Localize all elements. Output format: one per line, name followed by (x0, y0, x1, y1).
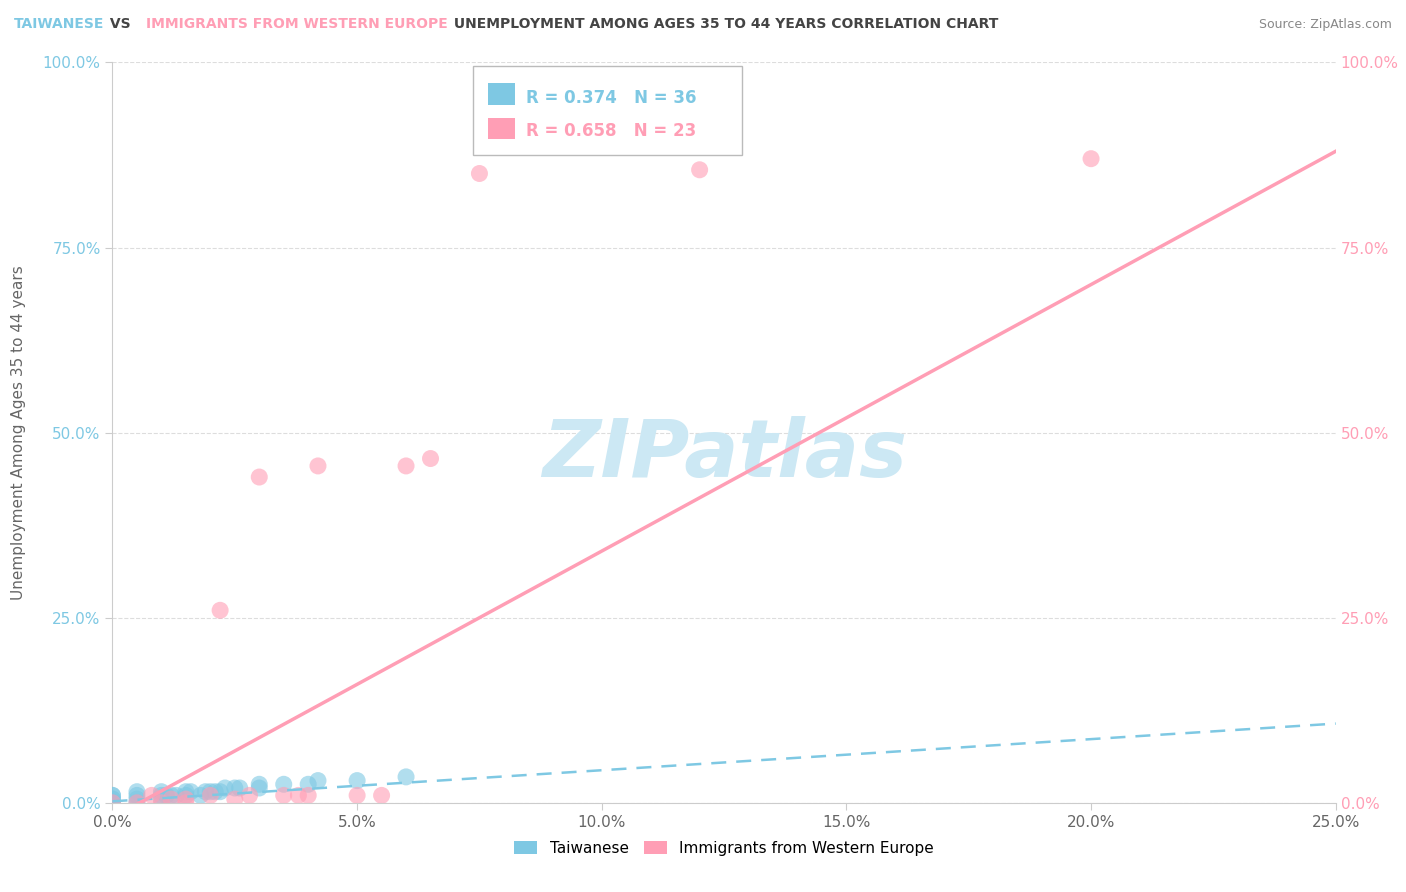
FancyBboxPatch shape (488, 84, 515, 104)
Text: TAIWANESE: TAIWANESE (14, 17, 104, 31)
Point (307, 773, 329, 788)
Point (101, 789, 124, 803)
Point (150, 789, 173, 803)
Point (150, 785, 173, 799)
Point (174, 789, 197, 803)
Point (247, 777, 270, 791)
Point (150, 796, 173, 810)
Point (101, 792, 124, 806)
Point (165, 789, 187, 803)
Point (160, 792, 183, 806)
Point (419, 451, 441, 466)
Point (297, 777, 319, 791)
Point (346, 789, 368, 803)
Point (190, 789, 212, 803)
Point (125, 785, 148, 799)
Text: R = 0.658   N = 23: R = 0.658 N = 23 (526, 121, 696, 139)
FancyBboxPatch shape (474, 66, 742, 155)
Point (468, 166, 491, 180)
Point (247, 780, 270, 795)
Point (194, 785, 217, 799)
Point (287, 789, 309, 803)
Point (689, 162, 711, 177)
Point (307, 458, 329, 473)
Point (101, 796, 124, 810)
Point (224, 792, 246, 806)
Point (180, 785, 202, 799)
Point (370, 789, 392, 803)
Point (346, 773, 368, 788)
Point (101, 792, 124, 806)
Text: VS: VS (105, 17, 135, 31)
Text: R = 0.374   N = 36: R = 0.374 N = 36 (526, 89, 696, 107)
Point (125, 789, 148, 803)
Point (395, 770, 418, 784)
Point (125, 792, 148, 806)
Point (101, 796, 124, 810)
Point (214, 780, 236, 795)
Point (224, 780, 246, 795)
Point (273, 777, 295, 791)
Point (228, 780, 250, 795)
Point (101, 796, 124, 810)
Text: UNEMPLOYMENT AMONG AGES 35 TO 44 YEARS CORRELATION CHART: UNEMPLOYMENT AMONG AGES 35 TO 44 YEARS C… (450, 17, 998, 31)
Point (125, 796, 148, 810)
Text: IMMIGRANTS FROM WESTERN EUROPE: IMMIGRANTS FROM WESTERN EUROPE (146, 17, 447, 31)
Point (101, 796, 124, 810)
Point (174, 796, 197, 810)
Point (297, 789, 319, 803)
Point (200, 789, 222, 803)
Point (174, 785, 197, 799)
Point (150, 792, 173, 806)
Point (160, 789, 183, 803)
Y-axis label: Unemployment Among Ages 35 to 44 years: Unemployment Among Ages 35 to 44 years (11, 265, 25, 600)
Point (200, 785, 222, 799)
Point (174, 792, 197, 806)
Point (204, 785, 226, 799)
Point (101, 789, 124, 803)
Legend: Taiwanese, Immigrants from Western Europe: Taiwanese, Immigrants from Western Europ… (509, 835, 939, 862)
Point (238, 789, 260, 803)
Point (141, 789, 163, 803)
Text: Source: ZipAtlas.com: Source: ZipAtlas.com (1258, 18, 1392, 31)
FancyBboxPatch shape (488, 118, 515, 138)
Point (247, 470, 270, 484)
Point (125, 796, 148, 810)
Point (155, 789, 177, 803)
Point (1080, 152, 1102, 166)
Point (101, 796, 124, 810)
Point (273, 789, 295, 803)
Text: ZIPatlas: ZIPatlas (541, 416, 907, 494)
Point (395, 458, 418, 473)
Point (209, 603, 232, 617)
Point (209, 785, 232, 799)
